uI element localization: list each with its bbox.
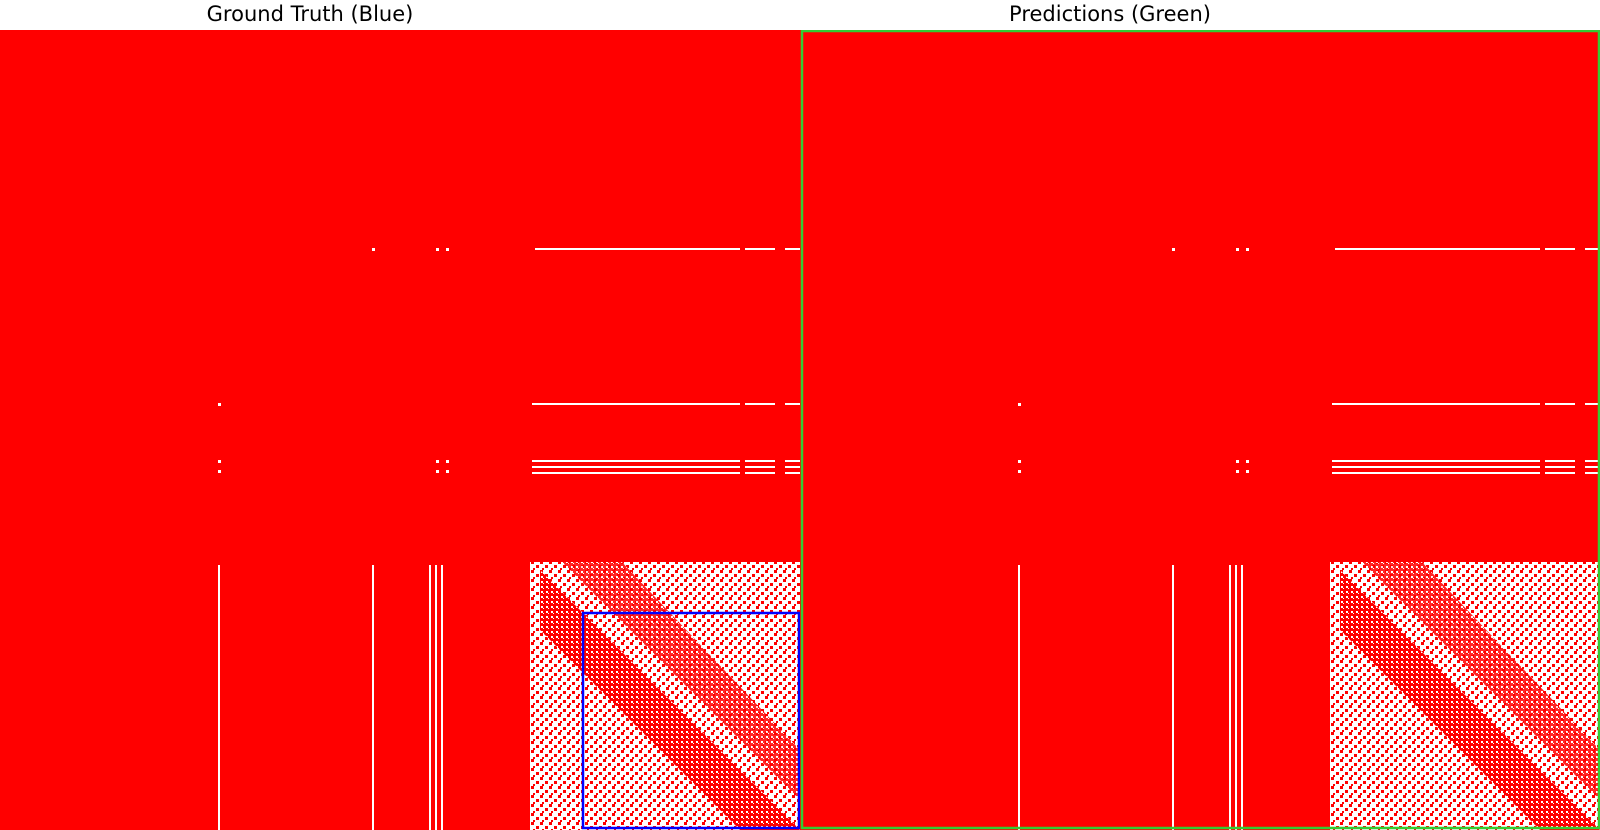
predictions-panel: [800, 30, 1600, 830]
predictions-matrix-image: [800, 30, 1600, 830]
ground-truth-panel: [0, 30, 800, 830]
predictions-title: Predictions (Green): [1009, 2, 1211, 26]
ground-truth-bounding-box: [581, 611, 800, 830]
ground-truth-matrix-image: [0, 30, 800, 830]
ground-truth-title: Ground Truth (Blue): [206, 2, 414, 26]
prediction-bounding-box: [800, 30, 1600, 830]
